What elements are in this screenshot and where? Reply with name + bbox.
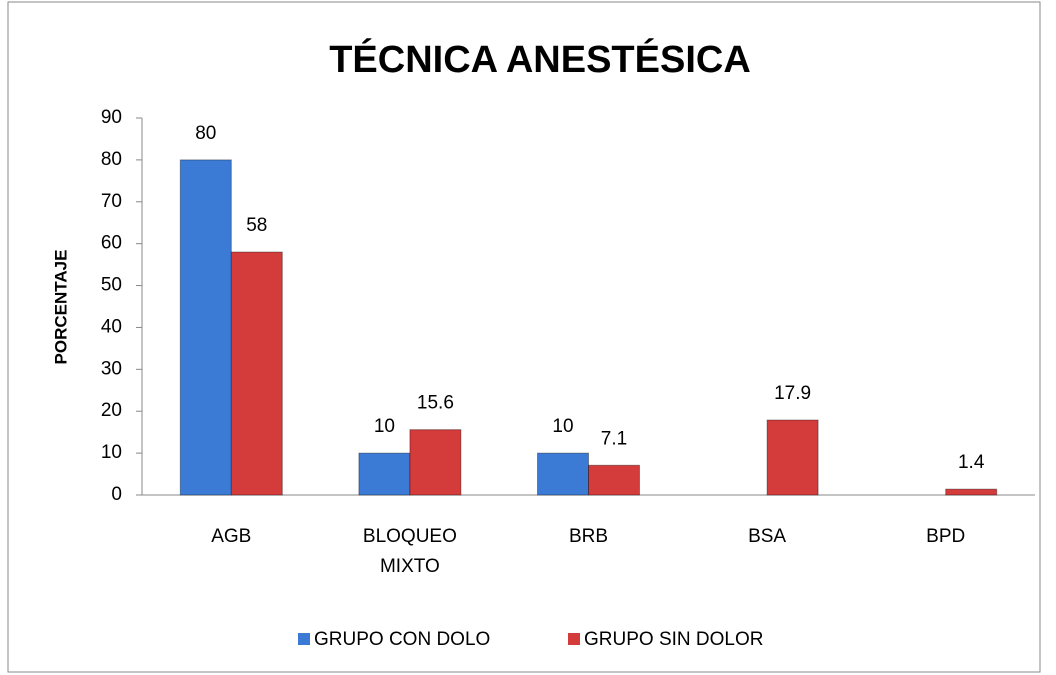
bar [766, 419, 819, 496]
legend-label: GRUPO SIN DOLOR [584, 629, 763, 650]
bar [588, 464, 640, 496]
y-tick-label: 70 [101, 191, 122, 212]
legend-swatch [568, 633, 580, 645]
chart-border [7, 1, 1041, 673]
bar [409, 429, 462, 496]
bar [230, 251, 283, 496]
y-tick-label: 80 [101, 149, 122, 170]
data-label: 17.9 [774, 383, 811, 404]
bar [358, 452, 411, 496]
data-label: 80 [195, 123, 216, 144]
x-tick-label: BLOQUEO MIXTO [362, 526, 457, 577]
x-tick-label: BRB [568, 526, 609, 547]
data-label: 7.1 [601, 428, 627, 449]
x-tick-label: BPD [926, 526, 966, 547]
data-label: 10 [374, 416, 395, 437]
data-label: 10 [552, 416, 573, 437]
y-tick-label: 50 [101, 275, 122, 296]
data-label: 58 [246, 215, 267, 236]
y-tick-label: 90 [101, 107, 122, 128]
chart-title: TÉCNICA ANESTÉSICA [329, 37, 751, 81]
y-tick-label: 10 [101, 442, 122, 463]
legend-label: GRUPO CON DOLO [314, 629, 490, 650]
data-label: 15.6 [417, 393, 454, 414]
x-tick-label: AGB [211, 526, 252, 547]
x-tick-label: BSA [748, 526, 787, 547]
y-axis-label: PORCENTAJE [51, 250, 70, 365]
bar [179, 159, 232, 496]
bar [945, 488, 998, 496]
y-tick-label: 40 [101, 316, 122, 337]
y-tick-label: 30 [101, 358, 122, 379]
data-label: 1.4 [958, 452, 985, 473]
y-tick-label: 0 [111, 484, 122, 505]
y-tick-label: 60 [101, 233, 122, 254]
y-tick-label: 20 [101, 400, 122, 421]
bar [537, 452, 589, 496]
legend-swatch [298, 633, 310, 645]
